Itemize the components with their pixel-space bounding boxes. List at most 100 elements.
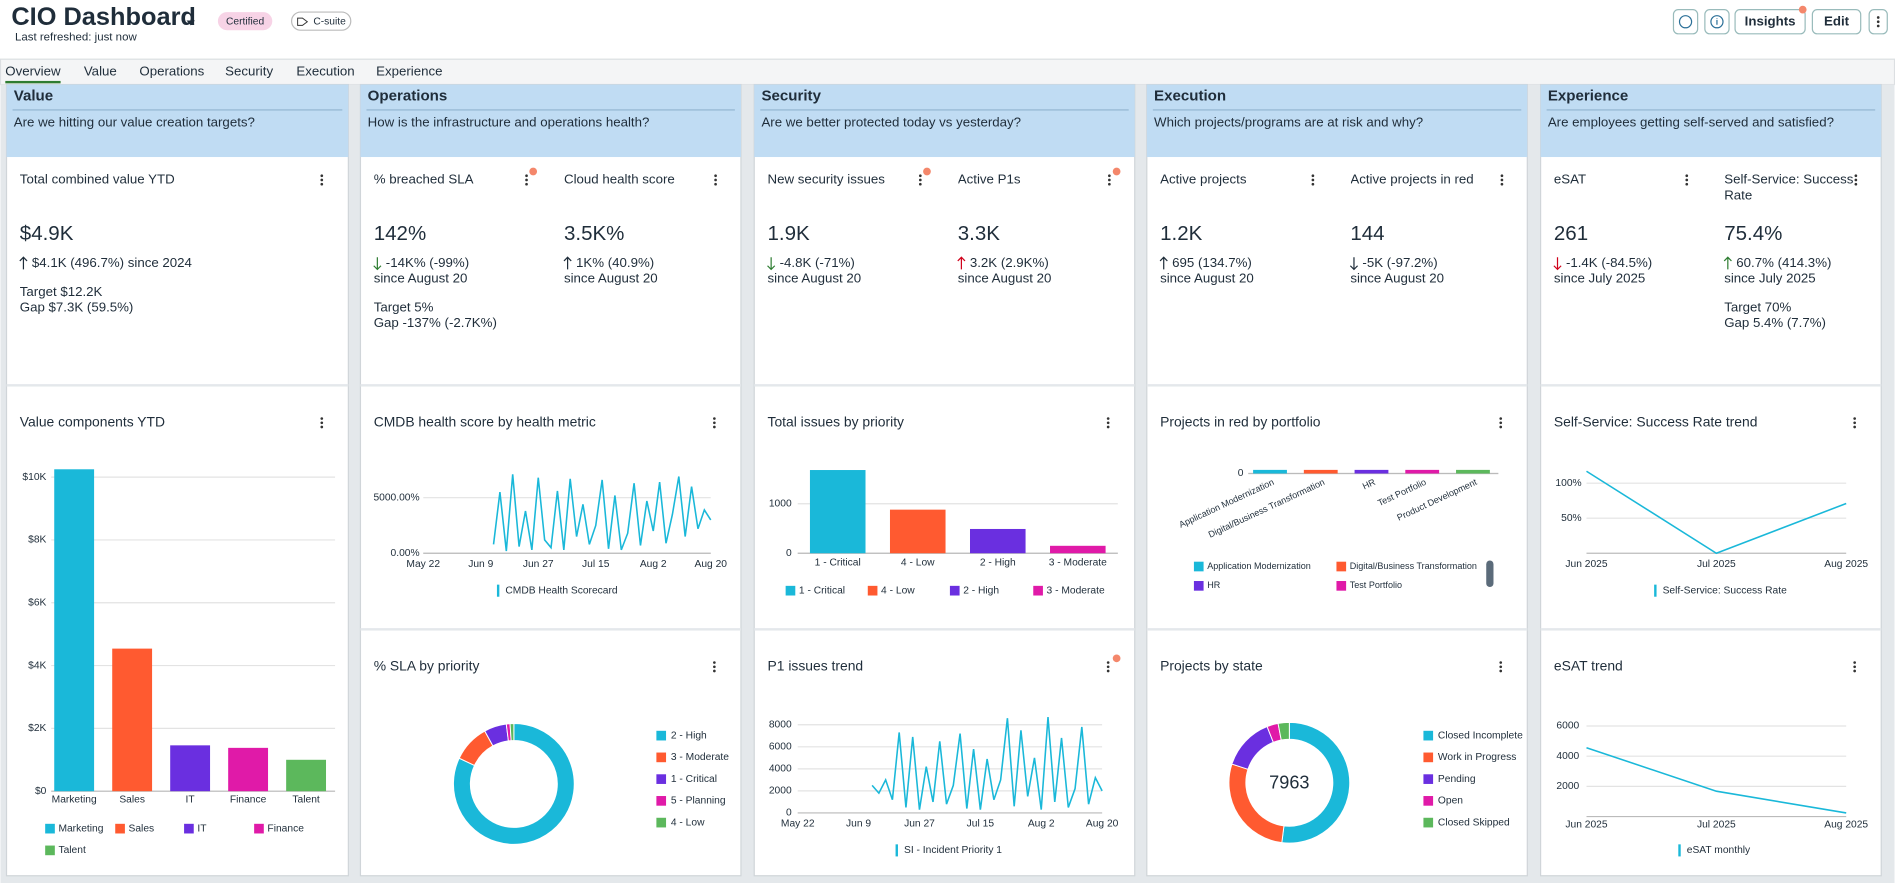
tab[interactable]: Overview — [5, 63, 61, 78]
tab[interactable]: Value — [84, 63, 117, 78]
menu-dot — [525, 178, 528, 182]
legend-swatch — [1423, 774, 1434, 784]
x-tick-label: 2 - High — [980, 558, 1016, 569]
menu-dot — [714, 178, 717, 182]
refresh-button[interactable] — [1672, 9, 1699, 35]
menu-dot — [1108, 182, 1111, 186]
menu-button[interactable] — [1108, 174, 1111, 186]
tab[interactable]: Security — [225, 63, 273, 78]
menu-dot — [713, 661, 716, 664]
menu-button[interactable] — [320, 417, 324, 429]
legend: Application Modernization Digital/Busines… — [1193, 561, 1477, 591]
section-gap — [360, 628, 741, 631]
menu-button[interactable] — [1685, 174, 1689, 186]
kpi-change: 695 (134.7%) — [1172, 255, 1252, 270]
kpi-title: New security issues — [767, 172, 885, 188]
section-gap — [360, 384, 741, 387]
legend-swatch — [115, 823, 125, 834]
y-tick-label: 2000 — [1556, 781, 1579, 792]
kpi-since: since August 20 — [1160, 271, 1254, 286]
menu-dot — [714, 174, 717, 178]
header-button[interactable] — [1811, 9, 1862, 35]
legend-swatch — [785, 585, 796, 596]
menu-dot — [918, 174, 922, 178]
kpi-title: Active P1s — [957, 172, 1021, 188]
menu-button[interactable] — [1853, 417, 1856, 429]
tab[interactable]: Experience — [376, 63, 442, 78]
column-header — [360, 84, 741, 158]
menu-dot — [320, 182, 324, 186]
menu-dot — [1854, 174, 1858, 178]
kpi-value: 1.2K — [1160, 222, 1203, 245]
x-tick-label: Finance — [230, 794, 267, 805]
menu-dot — [713, 425, 716, 429]
kpi-change: -14K% (-99%) — [386, 255, 469, 270]
menu-button[interactable] — [713, 661, 716, 673]
menu-dot — [1853, 421, 1856, 425]
menu-dot — [1500, 182, 1504, 186]
kpi-target: Target 70% — [1724, 300, 1791, 315]
menu-button[interactable] — [1499, 661, 1503, 673]
tab[interactable]: Operations — [139, 63, 204, 78]
kpi-change: -1.4K (-84.5%) — [1566, 255, 1652, 270]
legend-label: Closed Skipped — [1438, 817, 1510, 828]
tab[interactable]: Execution — [296, 63, 354, 78]
menu-button[interactable] — [713, 417, 716, 429]
legend-label: 1 - Critical — [671, 774, 717, 785]
legend-label: Digital/Business Transformation — [1350, 561, 1477, 571]
kpi-value: 261 — [1554, 222, 1588, 245]
legend-label: 2 - High — [671, 730, 707, 741]
header-button[interactable] — [1734, 9, 1806, 35]
kpi-since: since August 20 — [1350, 271, 1444, 286]
menu-dot — [1876, 16, 1880, 19]
menu-dot — [1106, 669, 1110, 673]
column-title: Security — [761, 88, 821, 105]
legend-scrollbar[interactable] — [1486, 560, 1494, 588]
legend-swatch — [1423, 796, 1434, 806]
menu-dot — [1311, 178, 1315, 182]
menu-dot — [1499, 669, 1503, 673]
menu-dot — [1311, 182, 1315, 186]
y-tick-label: $0 — [35, 786, 47, 797]
menu-button[interactable] — [1876, 16, 1880, 28]
menu-button[interactable] — [1106, 417, 1110, 429]
menu-button[interactable] — [1106, 661, 1110, 673]
column-panel — [1146, 83, 1528, 877]
kpi-title: % breached SLA — [373, 172, 474, 188]
menu-dot — [1685, 182, 1689, 186]
trend-arrow — [19, 256, 28, 270]
legend-swatch — [1336, 561, 1347, 572]
badge-label: C-suite — [313, 16, 346, 27]
legend-label: Closed Incomplete — [1438, 730, 1523, 741]
bar — [228, 747, 269, 792]
kpi-value: $4.9K — [20, 222, 74, 245]
menu-button[interactable] — [714, 174, 717, 186]
menu-button[interactable] — [1499, 417, 1503, 429]
x-tick-label: Jul 2025 — [1697, 559, 1736, 570]
bar — [809, 470, 866, 554]
column-panel — [1539, 83, 1882, 877]
badge-label: Certified — [226, 16, 264, 27]
dashboard-title: CIO Dashboard — [11, 3, 196, 31]
legend-swatch — [1423, 752, 1434, 763]
header-button-label: Edit — [1824, 13, 1850, 28]
donut-slice — [509, 723, 515, 742]
y-tick-label: 100% — [1555, 478, 1581, 489]
menu-button[interactable] — [1853, 661, 1856, 673]
menu-button[interactable] — [1854, 174, 1858, 186]
y-tick-label: 5000.00% — [373, 492, 419, 503]
menu-button[interactable] — [525, 174, 528, 186]
menu-button[interactable] — [320, 174, 324, 186]
line-series — [871, 717, 1103, 810]
menu-button[interactable] — [1311, 174, 1315, 186]
bar — [1303, 469, 1338, 474]
menu-button[interactable] — [1500, 174, 1504, 186]
legend-label: Test Portfolio — [1350, 580, 1402, 590]
x-tick-label: Jul 15 — [582, 559, 610, 570]
menu-dot — [1876, 24, 1880, 28]
menu-button[interactable] — [918, 174, 922, 186]
kpi-change: -5K (-97.2%) — [1362, 255, 1437, 270]
chart-title: Value components YTD — [20, 413, 165, 429]
kpi-title: Cloud health score — [563, 172, 675, 188]
title-dropdown[interactable] — [186, 20, 195, 26]
